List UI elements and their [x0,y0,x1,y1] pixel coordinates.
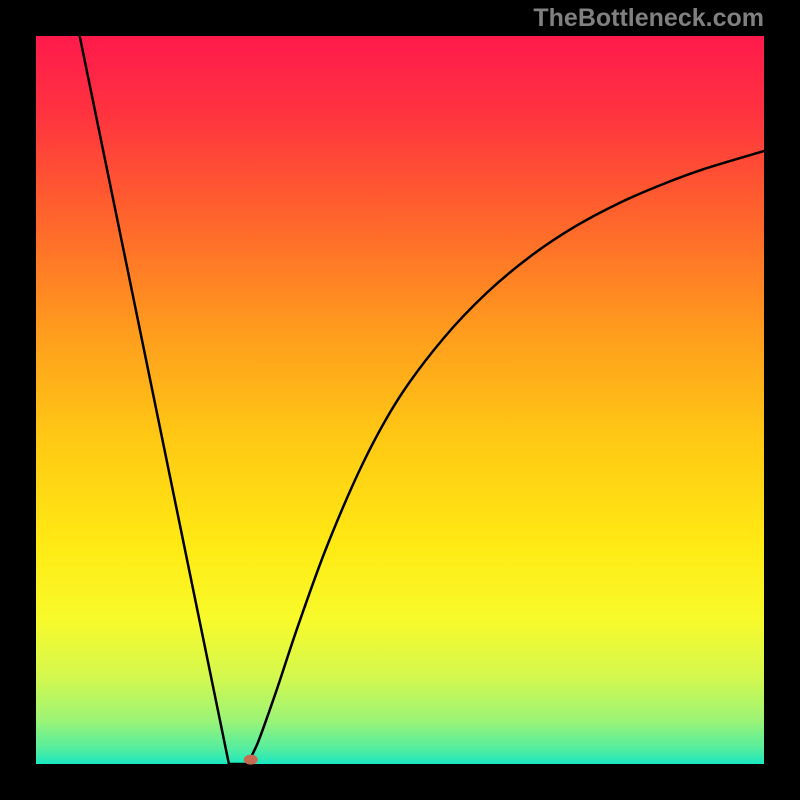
chart-container: TheBottleneck.com [0,0,800,800]
plot-background [36,36,764,764]
watermark-text: TheBottleneck.com [533,4,764,33]
minimum-marker [244,755,258,765]
chart-svg [0,0,800,800]
